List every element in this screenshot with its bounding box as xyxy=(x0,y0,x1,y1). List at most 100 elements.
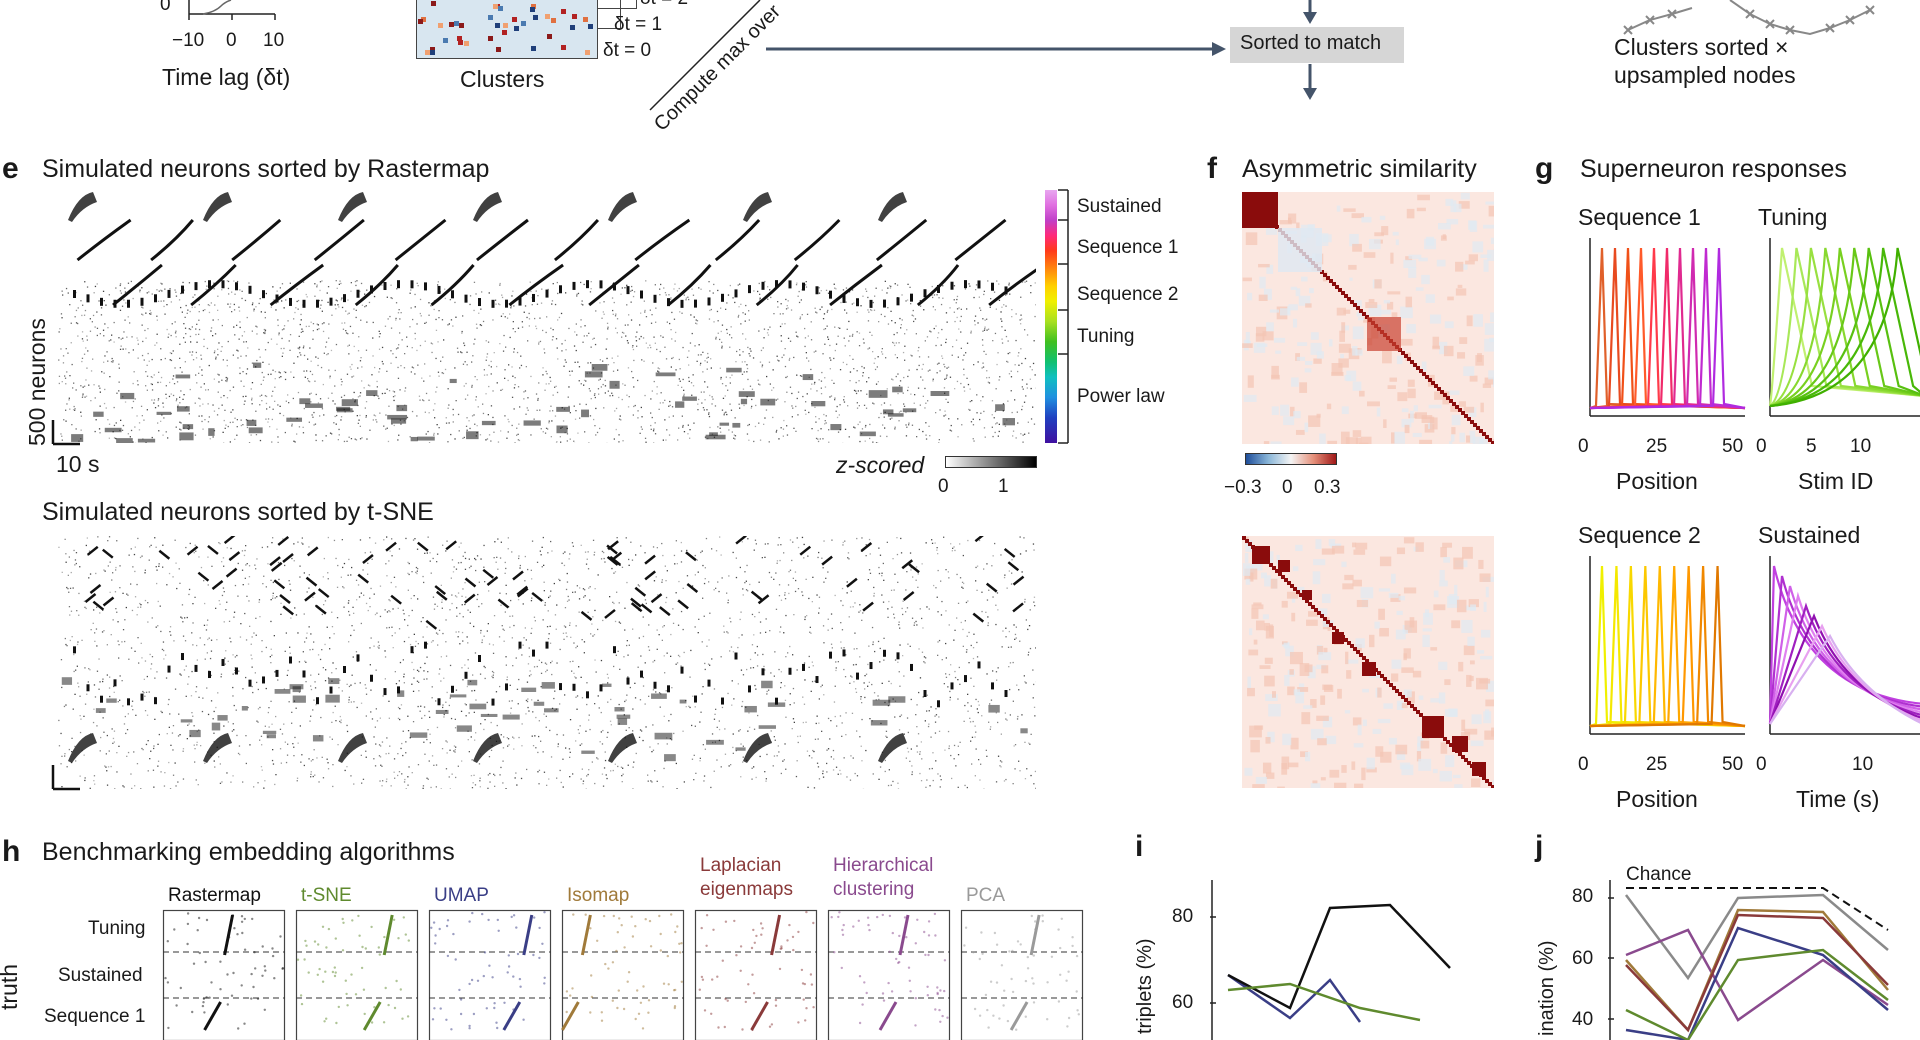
powerlaw-patch xyxy=(614,707,624,711)
sustained-blob xyxy=(473,733,502,763)
tuning-tick xyxy=(357,654,360,661)
powerlaw-patch xyxy=(1003,418,1015,425)
scattered-streak xyxy=(103,598,113,606)
tuning-tick xyxy=(762,282,765,290)
sustained-blob xyxy=(473,192,502,222)
tuning-tick xyxy=(249,286,252,294)
scattered-streak xyxy=(316,606,326,614)
method-embedding-panel xyxy=(163,910,285,1030)
scattered-streak xyxy=(465,578,475,586)
tuning-tick xyxy=(735,653,738,660)
scattered-streak xyxy=(319,589,329,597)
powerlaw-patch xyxy=(931,391,950,396)
tuning-tick xyxy=(1005,690,1008,697)
tuning-tick xyxy=(600,280,603,288)
powerlaw-patch xyxy=(105,428,122,432)
scattered-streak xyxy=(736,536,746,544)
scattered-streak xyxy=(863,603,873,611)
category-tuning: Tuning xyxy=(1077,326,1134,348)
tuning-tick xyxy=(789,280,792,288)
tuning-tick xyxy=(748,285,751,293)
powerlaw-patch xyxy=(706,740,724,745)
powerlaw-patch xyxy=(286,418,302,422)
g1-tick-25: 25 xyxy=(1646,436,1667,458)
powerlaw-patch xyxy=(617,715,631,719)
scattered-streak xyxy=(426,621,436,629)
g1-tick-50: 50 xyxy=(1722,436,1743,458)
sequence-streak xyxy=(315,220,364,260)
tuning-tick xyxy=(303,300,306,308)
tuning-tick xyxy=(168,666,171,673)
scattered-streak xyxy=(225,536,235,543)
scattered-streak xyxy=(386,543,396,551)
category-bracket xyxy=(1058,190,1078,450)
tuning-tick xyxy=(519,642,522,649)
tuning-tick xyxy=(424,282,427,290)
g-plot2-title: Tuning xyxy=(1758,204,1827,231)
powerlaw-patch xyxy=(466,431,479,439)
similarity-colorbar xyxy=(1245,453,1337,465)
similarity-cells xyxy=(1242,536,1494,788)
category-power-law: Power law xyxy=(1077,386,1165,408)
tuning-tick xyxy=(532,294,535,302)
tuning-tick xyxy=(411,646,414,653)
powerlaw-patch xyxy=(741,399,747,404)
tuning-tick xyxy=(343,294,346,302)
powerlaw-patch xyxy=(888,413,904,416)
sustained-blob xyxy=(338,733,367,763)
sequence-streak xyxy=(477,220,528,260)
tuning-tick xyxy=(802,664,805,671)
method-embedding-panel xyxy=(429,910,551,1030)
sequence-streak xyxy=(955,220,1005,260)
tuning-tick xyxy=(978,280,981,288)
tuning-tick xyxy=(357,290,360,298)
powerlaw-patch xyxy=(396,405,407,411)
powerlaw-patch xyxy=(179,432,193,440)
g3-tick-50: 50 xyxy=(1722,754,1743,776)
scattered-streak xyxy=(532,593,542,601)
tuning-tick xyxy=(762,668,765,675)
powerlaw-patch xyxy=(995,404,1005,411)
scale-bars-2 xyxy=(50,765,90,805)
tuning-tick xyxy=(154,697,157,704)
tuning-tick xyxy=(721,294,724,302)
tuning-tick xyxy=(114,679,117,686)
tuning-tick xyxy=(546,642,549,649)
scattered-streak xyxy=(358,575,368,583)
panel-e-title: Simulated neurons sorted by Rastermap xyxy=(42,155,489,184)
tuning-tick xyxy=(532,650,535,657)
tuning-tick xyxy=(964,280,967,288)
i-ylabel: triplets (%) xyxy=(1134,938,1157,1034)
tuning-tick xyxy=(451,686,454,693)
powerlaw-patch xyxy=(610,381,620,389)
powerlaw-patch xyxy=(313,735,323,741)
zscore-tick-0: 0 xyxy=(938,476,949,498)
tuning-tick xyxy=(883,650,886,657)
clusters-sorted-line2: upsampled nodes xyxy=(1614,62,1796,89)
g1-tick-0: 0 xyxy=(1578,436,1589,458)
sequence-streak xyxy=(151,220,193,260)
scattered-streak xyxy=(90,585,100,593)
similarity-cells xyxy=(1242,192,1494,444)
powerlaw-patch xyxy=(556,407,570,412)
superneuron-trace xyxy=(1770,566,1920,724)
tuning-tick xyxy=(816,676,819,683)
sequence-streak xyxy=(795,220,840,260)
powerlaw-patch xyxy=(387,415,407,420)
powerlaw-patch xyxy=(735,747,745,750)
g4-tick-10: 10 xyxy=(1852,754,1873,776)
tuning-tick xyxy=(910,664,913,671)
sustained-blob xyxy=(743,733,772,763)
tuning-tick xyxy=(573,282,576,290)
sequence-streak xyxy=(830,265,882,305)
g-plot4-title: Sustained xyxy=(1758,522,1860,549)
powerlaw-patch xyxy=(93,412,103,417)
tuning-tick xyxy=(573,684,576,691)
powerlaw-patch xyxy=(481,714,498,717)
tuning-tick xyxy=(1005,286,1008,294)
category-sustained: Sustained xyxy=(1077,196,1162,218)
powerlaw-patch xyxy=(366,390,377,396)
sustained-blob xyxy=(743,192,772,222)
tuning-tick xyxy=(127,300,130,308)
powerlaw-patch xyxy=(275,689,291,694)
